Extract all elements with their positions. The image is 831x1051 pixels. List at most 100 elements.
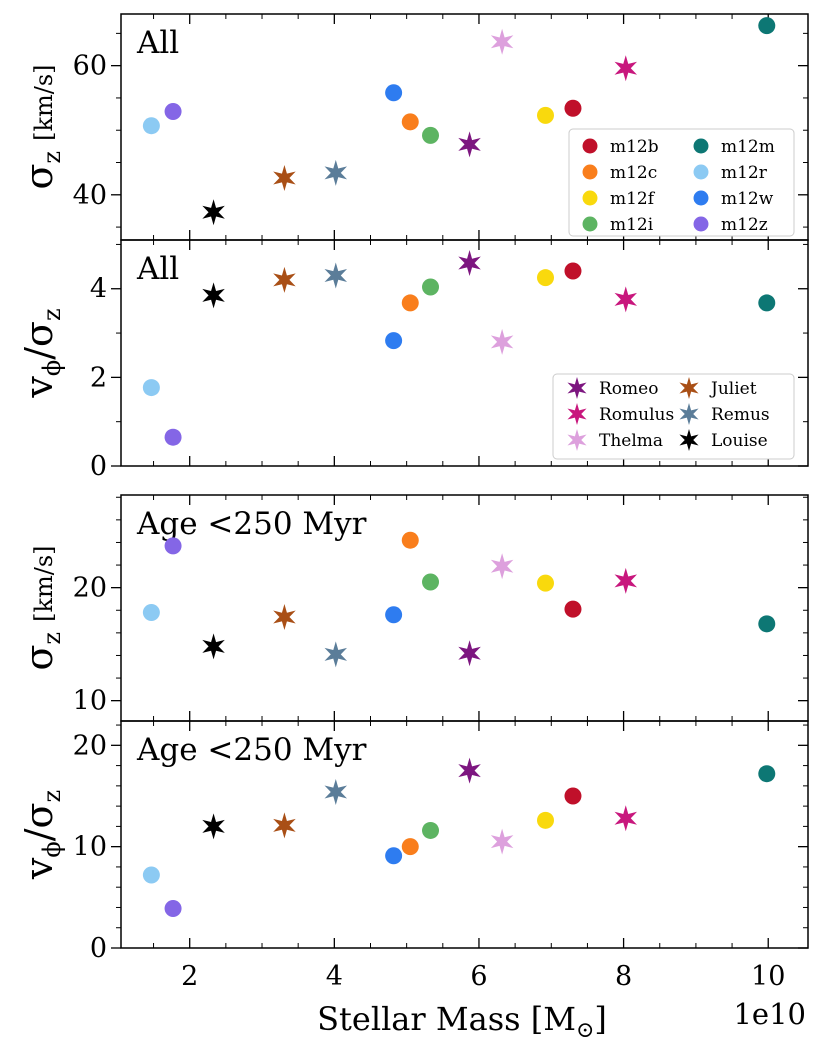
legend-galaxies: Romeo Juliet Romulus Remus Thelma Louise — [552, 373, 795, 460]
point-juliet — [273, 812, 296, 839]
point-remus — [324, 778, 348, 805]
y-tick-label: 40 — [73, 180, 107, 211]
legend-simulations: m12b m12m m12c m12r m12f m12w m12i m12z — [568, 128, 795, 237]
legend-marker-Thelma — [567, 428, 587, 452]
legend-label: m12m — [721, 137, 775, 157]
legend-label: m12w — [721, 189, 774, 209]
point-romulus — [614, 286, 638, 313]
x-label-main: Stellar Mass [M — [317, 1000, 576, 1038]
point-thelma — [490, 553, 514, 580]
point-juliet — [273, 165, 296, 192]
legend-marker-Romeo — [567, 376, 587, 400]
point-m12c — [401, 531, 419, 549]
point-louise — [202, 813, 225, 840]
legend-marker-m12m — [693, 138, 709, 154]
point-m12m — [758, 17, 776, 35]
legend-marker-m12w — [693, 190, 709, 206]
point-m12c — [401, 113, 419, 131]
point-m12b — [564, 787, 582, 805]
x-label-sub: ⊙ — [576, 1018, 594, 1043]
y-tick-label: 20 — [73, 573, 107, 604]
point-m12w — [385, 606, 403, 624]
point-m12f — [536, 106, 554, 124]
point-m12r — [142, 379, 160, 397]
point-romeo — [458, 250, 481, 277]
y-axis-label: vϕ/σz — [17, 308, 66, 398]
point-m12i — [422, 126, 440, 144]
y-tick-label: 10 — [73, 686, 107, 717]
point-m12f — [536, 811, 554, 829]
y-label-slash: /σ — [17, 803, 61, 842]
y-tick-label: 2 — [90, 362, 107, 393]
x-label-end: ] — [594, 1000, 606, 1038]
point-m12r — [142, 604, 160, 622]
x-axis-multiplier: 1e10 — [733, 997, 806, 1031]
legend-box — [552, 373, 795, 460]
point-romulus — [614, 55, 638, 82]
legend-marker-m12i — [582, 216, 598, 232]
panel-label: Age <250 Myr — [136, 732, 367, 768]
legend-box — [568, 128, 795, 237]
point-m12f — [536, 574, 554, 592]
y-axis-label: σz [km/s] — [17, 64, 66, 189]
point-romeo — [458, 757, 481, 784]
legend-marker-m12z — [693, 216, 709, 232]
point-m12f — [536, 269, 554, 287]
legend-label: m12c — [610, 163, 657, 183]
panel-3: 10 20 Age <250 Myr σz [km/s] — [17, 494, 809, 722]
point-m12b — [564, 262, 582, 280]
point-remus — [324, 159, 348, 186]
point-m12m — [758, 615, 776, 633]
y-axis-label: σz [km/s] — [17, 545, 66, 670]
point-m12c — [401, 294, 419, 312]
legend-label: Thelma — [599, 431, 663, 451]
panel-frame — [120, 720, 809, 949]
y-label-sub: z — [38, 790, 66, 803]
point-louise — [202, 199, 225, 226]
y-label-sub: z — [38, 632, 66, 645]
legend-label: m12i — [610, 215, 654, 235]
legend-label: Louise — [711, 431, 768, 451]
y-label-main: σ — [17, 645, 61, 671]
point-m12w — [385, 332, 403, 350]
panel-label: Age <250 Myr — [136, 506, 367, 542]
y-label-main: v — [17, 376, 61, 399]
x-tick-label: 6 — [470, 961, 487, 992]
y-label-unit: [km/s] — [30, 545, 58, 621]
x-tick-label: 2 — [181, 961, 198, 992]
legend-marker-m12c — [582, 164, 598, 180]
y-label-slash: /σ — [17, 321, 61, 360]
point-m12b — [564, 600, 582, 618]
panel-label: All — [136, 251, 179, 287]
legend-label: Juliet — [709, 379, 757, 399]
x-tick-label: 4 — [326, 961, 343, 992]
point-m12z — [164, 899, 182, 917]
x-axis-label: Stellar Mass [M⊙] — [317, 1000, 607, 1043]
point-louise — [202, 282, 225, 309]
point-remus — [324, 262, 348, 289]
y-label-sub: z — [38, 308, 66, 321]
legend-marker-m12f — [582, 190, 598, 206]
y-label-main: σ — [17, 164, 61, 190]
point-m12w — [385, 847, 403, 865]
point-thelma — [490, 328, 514, 355]
legend-label: Remus — [711, 405, 770, 425]
legend-marker-Romulus — [567, 402, 587, 426]
y-label-sub: ϕ — [38, 841, 66, 857]
point-m12i — [422, 278, 440, 296]
point-m12m — [758, 765, 776, 783]
point-juliet — [273, 604, 296, 631]
legend-marker-Juliet — [679, 376, 699, 400]
panel-label: All — [136, 25, 179, 61]
point-juliet — [273, 266, 296, 293]
legend-marker-m12b — [582, 138, 598, 154]
y-tick-label: 0 — [90, 933, 107, 964]
point-romulus — [614, 567, 638, 594]
legend-label: m12f — [610, 189, 656, 209]
point-louise — [202, 633, 225, 660]
legend-marker-Remus — [679, 402, 699, 426]
y-tick-label: 10 — [73, 832, 107, 863]
y-axis-label: vϕ/σz — [17, 790, 66, 880]
